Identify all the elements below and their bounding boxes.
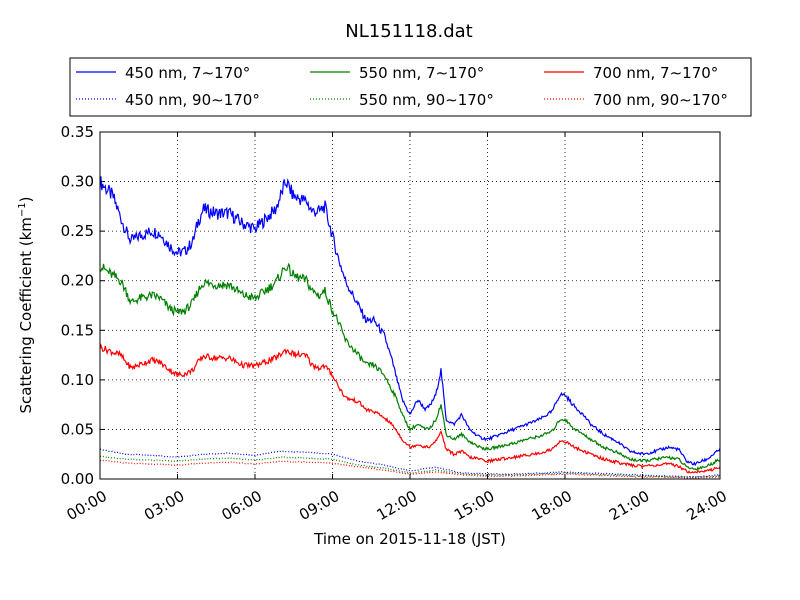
x-tick-label: 03:00	[141, 487, 187, 524]
grid-lines	[100, 132, 720, 479]
y-tick-label: 0.30	[61, 173, 94, 191]
y-tick-label: 0.05	[61, 420, 94, 438]
series-line	[99, 262, 721, 471]
legend-label: 550 nm, 90∼170°	[359, 91, 494, 109]
y-axis-label-main: Scattering Coefficient (km	[17, 217, 35, 413]
legend: 450 nm, 7∼170° 550 nm, 7∼170° 700 nm, 7∼17…	[69, 57, 752, 117]
chart-title: NL151118.dat	[345, 21, 472, 42]
y-tick-label: 0.35	[61, 123, 94, 141]
x-tick-label: 18:00	[529, 487, 575, 524]
y-tick-label: 0.10	[61, 371, 94, 389]
series-line	[100, 459, 721, 479]
x-axis-label: Time on 2015-11-18 (JST)	[313, 530, 506, 548]
y-axis-label: Scattering Coefficient (km−1)	[17, 196, 35, 413]
x-tick-label: 15:00	[451, 487, 497, 524]
series-layer	[99, 176, 721, 479]
legend-label: 450 nm, 7∼170°	[125, 64, 250, 82]
y-axis-label-unit-exponent: −1	[17, 202, 28, 217]
x-tick-label: 06:00	[219, 487, 265, 524]
x-tick-label: 00:00	[64, 487, 110, 524]
x-tick-label: 09:00	[296, 487, 342, 524]
legend-box	[69, 57, 752, 117]
series-line	[99, 343, 721, 474]
y-tick-label: 0.00	[61, 470, 94, 488]
legend-label: 550 nm, 7∼170°	[359, 64, 484, 82]
y-tick-label: 0.20	[61, 272, 94, 290]
y-tick-label: 0.25	[61, 222, 94, 240]
series-line	[100, 455, 721, 479]
legend-label: 700 nm, 90∼170°	[593, 91, 728, 109]
x-tick-label: 12:00	[374, 487, 420, 524]
legend-label: 450 nm, 90∼170°	[125, 91, 260, 109]
y-tick-label: 0.15	[61, 321, 94, 339]
series-line	[99, 176, 721, 467]
x-tick-label: 21:00	[606, 487, 652, 524]
x-tick-label: 24:00	[684, 487, 730, 524]
legend-label: 700 nm, 7∼170°	[593, 64, 718, 82]
y-axis-label-close: )	[17, 196, 35, 202]
